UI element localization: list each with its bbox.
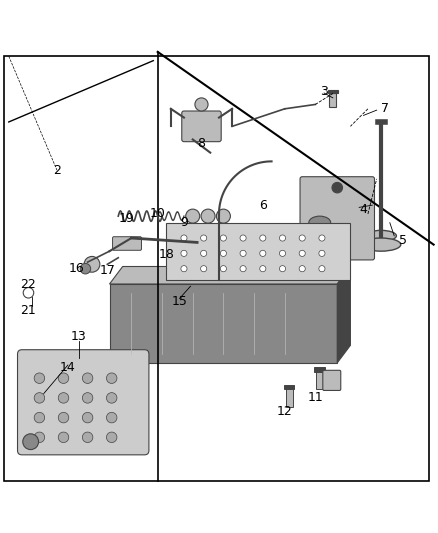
Circle shape [299,251,305,256]
FancyBboxPatch shape [18,350,149,455]
Ellipse shape [361,238,401,251]
Circle shape [299,265,305,272]
Circle shape [181,251,187,256]
Circle shape [82,373,93,383]
FancyBboxPatch shape [300,177,374,260]
Circle shape [82,432,93,442]
Circle shape [220,251,226,256]
Text: 4: 4 [360,203,367,216]
Text: 19: 19 [119,212,135,225]
FancyBboxPatch shape [178,256,196,272]
Text: 5: 5 [399,233,407,247]
Circle shape [23,287,34,298]
Circle shape [240,235,246,241]
Text: 2: 2 [53,164,61,176]
Text: 12: 12 [277,405,293,417]
Circle shape [58,393,69,403]
Circle shape [260,265,266,272]
Circle shape [319,235,325,241]
Bar [328,90,338,93]
Circle shape [106,393,117,403]
Text: 6: 6 [259,199,267,212]
Circle shape [240,251,246,256]
Circle shape [82,413,93,423]
FancyBboxPatch shape [182,111,221,142]
Text: 22: 22 [21,278,36,290]
Circle shape [319,265,325,272]
Bar [110,284,337,363]
Text: 7: 7 [381,102,389,115]
Text: 10: 10 [150,207,166,221]
Circle shape [34,413,45,423]
Circle shape [279,265,286,272]
Circle shape [220,235,226,241]
Circle shape [106,373,117,383]
Circle shape [240,265,246,272]
Circle shape [279,251,286,256]
Text: 13: 13 [71,330,87,343]
Text: 15: 15 [172,295,187,308]
Circle shape [23,434,39,449]
Text: 16: 16 [69,262,85,275]
Text: 8: 8 [198,138,205,150]
Circle shape [299,235,305,241]
Circle shape [201,235,207,241]
Circle shape [58,413,69,423]
Text: 17: 17 [99,264,115,277]
Bar [166,223,350,280]
Circle shape [279,235,286,241]
Circle shape [201,265,207,272]
FancyBboxPatch shape [113,237,141,251]
Ellipse shape [309,216,331,229]
Bar [284,385,294,389]
Circle shape [84,256,100,272]
Bar [329,93,336,107]
Text: 3: 3 [320,85,328,98]
Circle shape [34,393,45,403]
Ellipse shape [366,230,396,241]
Circle shape [332,182,343,193]
Bar [286,389,293,407]
FancyBboxPatch shape [323,370,341,391]
Polygon shape [337,266,350,363]
Circle shape [181,235,187,241]
Bar [314,367,325,372]
Circle shape [201,209,215,223]
Circle shape [181,265,187,272]
Text: 9: 9 [180,216,188,229]
Circle shape [58,432,69,442]
Circle shape [34,373,45,383]
Circle shape [34,432,45,442]
Circle shape [58,373,69,383]
Circle shape [260,235,266,241]
Text: 18: 18 [159,248,174,261]
Circle shape [260,251,266,256]
Text: 14: 14 [60,361,76,374]
Bar [316,372,323,389]
Circle shape [319,251,325,256]
Text: 11: 11 [307,391,323,405]
Ellipse shape [309,233,331,247]
Circle shape [216,209,230,223]
Circle shape [220,265,226,272]
Circle shape [186,209,200,223]
Circle shape [201,251,207,256]
Circle shape [80,263,91,274]
Polygon shape [110,266,350,284]
Circle shape [106,432,117,442]
Circle shape [195,98,208,111]
Text: 21: 21 [21,304,36,317]
Circle shape [106,413,117,423]
Circle shape [82,393,93,403]
